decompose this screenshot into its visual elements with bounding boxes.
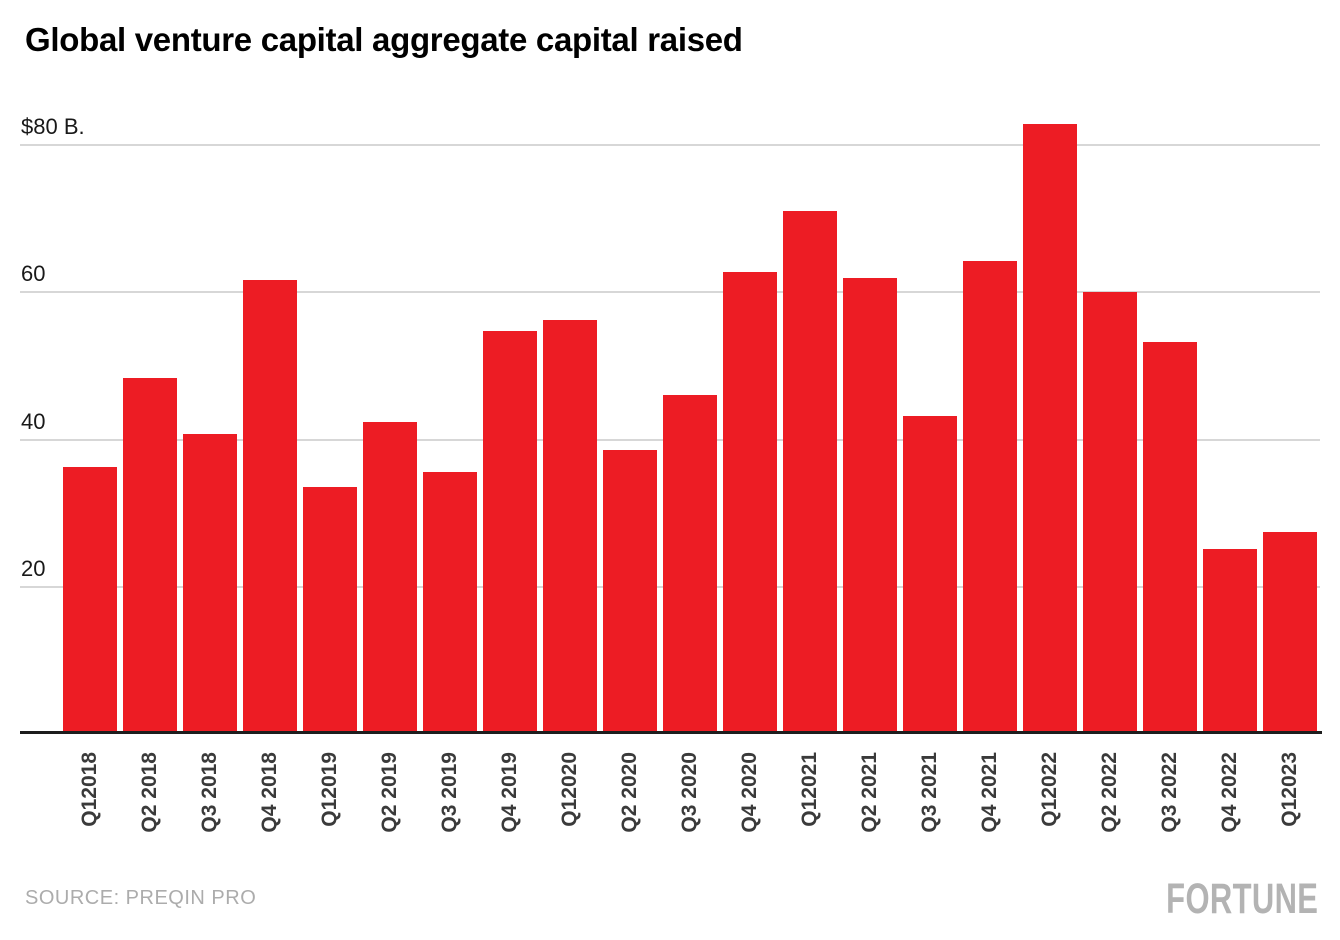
x-label-cell: Q12020 xyxy=(543,752,597,833)
y-axis-tick-label: 20 xyxy=(21,555,46,581)
x-axis-tick-label: Q3 2018 xyxy=(197,752,221,833)
x-axis-tick-label: Q4 2018 xyxy=(257,752,281,833)
bar-q2-2020 xyxy=(602,449,657,734)
x-label-cell: Q12019 xyxy=(303,752,357,833)
x-label-cell: Q3 2021 xyxy=(903,752,957,833)
x-axis-tick-label: Q4 2022 xyxy=(1218,752,1242,833)
x-axis-tick-label: Q2 2022 xyxy=(1098,752,1122,833)
y-axis-tick-label: 60 xyxy=(21,261,46,287)
bar-q3-2019 xyxy=(422,471,477,734)
x-label-cell: Q12023 xyxy=(1263,752,1317,833)
x-axis-tick-label: Q12018 xyxy=(77,752,101,827)
x-axis-tick-label: Q4 2019 xyxy=(497,752,521,833)
bar-q4-2020 xyxy=(723,272,778,734)
gridline-60 xyxy=(20,291,1320,294)
x-label-cell: Q4 2021 xyxy=(963,752,1017,833)
bar-q4-2021 xyxy=(963,261,1018,734)
x-axis-tick-label: Q2 2019 xyxy=(377,752,401,833)
bar-q12021 xyxy=(783,210,838,734)
x-axis-tick-label: Q2 2018 xyxy=(137,752,161,833)
x-label-cell: Q12018 xyxy=(63,752,117,833)
x-label-cell: Q2 2019 xyxy=(363,752,417,833)
x-label-cell: Q2 2021 xyxy=(843,752,897,833)
x-axis-tick-label: Q12022 xyxy=(1038,752,1062,827)
x-axis-tick-label: Q12020 xyxy=(557,752,581,827)
x-axis-tick-label: Q3 2020 xyxy=(677,752,701,833)
fortune-logo: FORTUNE xyxy=(1165,875,1318,923)
x-label-cell: Q4 2019 xyxy=(483,752,537,833)
bar-q2-2022 xyxy=(1083,291,1138,734)
source-credit: SOURCE: PREQIN PRO xyxy=(25,887,257,909)
x-axis-tick-label: Q12023 xyxy=(1278,752,1302,827)
x-label-cell: Q12022 xyxy=(1023,752,1077,833)
x-label-cell: Q12021 xyxy=(783,752,837,833)
y-axis-tick-label: 40 xyxy=(21,408,46,434)
bar-q3-2020 xyxy=(662,394,718,734)
x-label-cell: Q2 2018 xyxy=(123,752,177,833)
gridline-80 xyxy=(20,144,1320,146)
x-axis-tick-label: Q12021 xyxy=(798,752,822,827)
chart-title: Global venture capital aggregate capital… xyxy=(25,21,743,58)
y-axis-tick-label: $80 B. xyxy=(21,114,85,139)
x-label-cell: Q3 2022 xyxy=(1143,752,1197,833)
bar-q2-2019 xyxy=(362,421,417,734)
bar-q4-2018 xyxy=(242,280,297,734)
bar-q12019 xyxy=(302,486,357,734)
x-axis-tick-label: Q4 2020 xyxy=(738,752,762,833)
bar-q12018 xyxy=(62,466,117,734)
x-axis-tick-label: Q3 2021 xyxy=(918,752,942,833)
x-label-cell: Q4 2022 xyxy=(1203,752,1257,833)
x-label-cell: Q2 2022 xyxy=(1083,752,1137,833)
x-label-cell: Q4 2018 xyxy=(243,752,297,833)
bar-q12022 xyxy=(1023,123,1078,734)
x-label-cell: Q3 2019 xyxy=(423,752,477,833)
x-axis-tick-labels: Q12018 Q2 2018 Q3 2018 Q4 2018 Q12019 Q2 2019… xyxy=(63,752,1318,833)
x-axis-tick-label: Q12019 xyxy=(317,752,341,827)
bar-q12023 xyxy=(1263,532,1318,734)
x-label-cell: Q2 2020 xyxy=(603,752,657,833)
x-axis-tick-label: Q2 2020 xyxy=(617,752,641,833)
x-axis-tick-label: Q2 2021 xyxy=(858,752,882,833)
bar-q4-2019 xyxy=(482,330,537,734)
bar-q3-2018 xyxy=(182,433,237,734)
x-label-cell: Q3 2018 xyxy=(183,752,237,833)
x-axis-tick-label: Q3 2019 xyxy=(437,752,461,833)
x-label-cell: Q4 2020 xyxy=(723,752,777,833)
bar-q4-2022 xyxy=(1203,549,1258,734)
x-axis-tick-label: Q3 2022 xyxy=(1158,752,1182,833)
bar-series xyxy=(62,123,1318,734)
bar-q2-2018 xyxy=(122,377,177,734)
x-axis-tick-label: Q4 2021 xyxy=(978,752,1002,833)
bar-q3-2022 xyxy=(1143,342,1198,734)
bar-q3-2021 xyxy=(903,415,958,734)
x-axis-line xyxy=(20,731,1322,734)
bar-q2-2021 xyxy=(843,277,898,734)
bar-q12020 xyxy=(542,319,597,734)
x-label-cell: Q3 2020 xyxy=(663,752,717,833)
